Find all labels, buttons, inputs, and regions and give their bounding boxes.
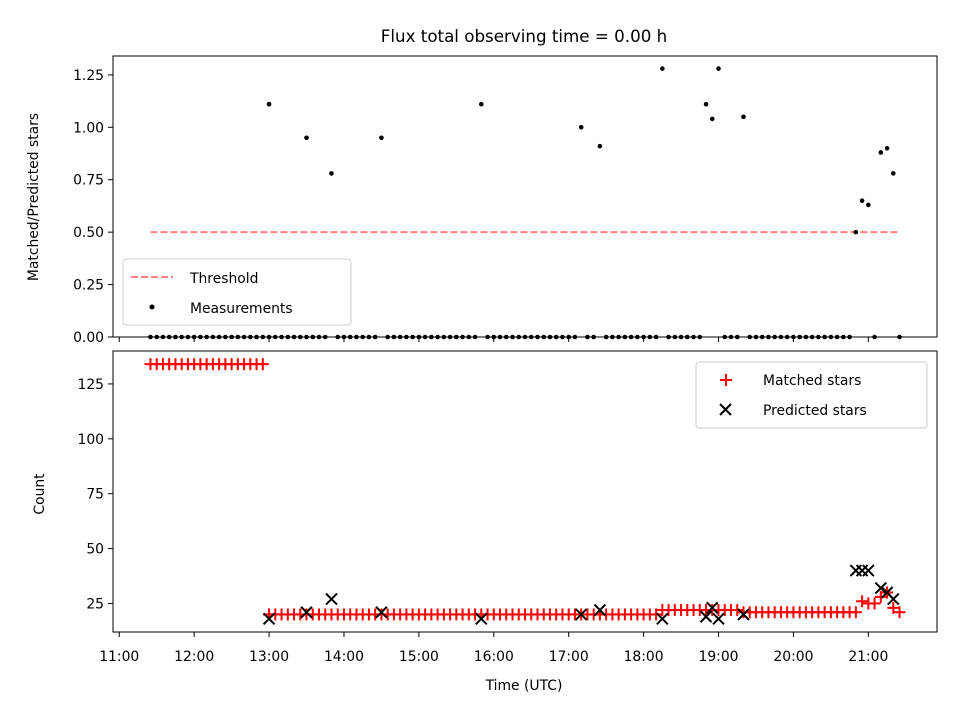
predicted-legend-swatch (719, 403, 732, 416)
time-x-tick-label: 17:00 (549, 649, 589, 665)
measurement-point (709, 116, 715, 122)
ratio-y-tick-label: 1.25 (73, 68, 104, 84)
time-x-tick-label: 21:00 (848, 649, 888, 665)
measurement-point (878, 150, 884, 155)
predicted-point (300, 606, 313, 619)
ratio-legend-box (122, 258, 352, 326)
measurement-point (479, 101, 484, 107)
ratio-panel: 0.00 0.25 0.50 0.75 1.00 1.25 Matched/Predict… (26, 55, 938, 346)
count-y-tick-label: 125 (77, 377, 104, 393)
predicted-point (737, 608, 750, 621)
threshold-legend-label: Threshold (189, 271, 258, 287)
time-x-tick-label: 12:00 (174, 649, 214, 665)
time-x-tick-label: 20:00 (773, 649, 813, 665)
ratio-x-ticks (118, 337, 869, 342)
chart-title: Flux total observing time = 0.00 h (381, 26, 667, 46)
predicted-point (887, 592, 900, 606)
predicted-point (706, 601, 719, 615)
time-x-tick-label: 19:00 (698, 649, 738, 665)
count-y-tick-label: 100 (77, 432, 104, 448)
predicted-point (325, 592, 338, 606)
measurement-point (578, 124, 584, 130)
matched-point (874, 590, 887, 603)
predicted-point (699, 610, 713, 623)
x-axis-label: Time (UTC) (485, 678, 563, 694)
predicted-point (712, 612, 725, 626)
ratio-y-tick-label: 1.00 (73, 120, 104, 136)
predicted-legend-label: Predicted stars (763, 403, 867, 419)
count-y-axis: 25 50 75 100 125 (77, 377, 113, 612)
ratio-y-tick-label: 0.75 (73, 173, 104, 189)
measurement-point (703, 101, 709, 107)
measurement-point (884, 145, 890, 151)
count-axes-frame (112, 350, 938, 633)
measurement-point (304, 135, 309, 141)
measurement-point (660, 66, 665, 71)
measurement-point (891, 171, 896, 176)
measurement-point (853, 229, 859, 235)
ratio-y-axis: 0.00 0.25 0.50 0.75 1.00 1.25 (73, 68, 113, 346)
count-y-axis-label: Count (32, 473, 48, 515)
measurement-point (379, 135, 384, 141)
matched-point (893, 606, 906, 619)
ratio-axes-frame (112, 55, 938, 338)
ratio-y-tick-label: 0.25 (73, 278, 104, 294)
time-x-tick-label: 18:00 (624, 649, 664, 665)
matched-point (849, 606, 862, 619)
predicted-point (874, 581, 888, 595)
matched-legend-label: Matched stars (763, 373, 861, 389)
measurement-point (266, 101, 272, 107)
time-x-tick-label: 14:00 (324, 649, 364, 665)
matched-legend-swatch (720, 374, 732, 386)
predicted-point (656, 612, 669, 626)
count-legend-box (695, 361, 928, 429)
count-y-tick-label: 50 (86, 542, 104, 558)
matched-point (868, 597, 881, 610)
measurement-point (716, 66, 721, 71)
measurement-point (866, 202, 871, 208)
ratio-y-axis-label: Matched/Predicted stars (26, 113, 42, 281)
matched-point (650, 608, 663, 621)
time-x-tick-label: 13:00 (249, 649, 289, 665)
predicted-point (475, 612, 488, 626)
time-x-tick-label: 16:00 (474, 649, 514, 665)
matched-point (887, 601, 900, 614)
ratio-y-tick-label: 0.50 (73, 225, 104, 241)
predicted-point (262, 612, 276, 626)
time-x-tick-label: 15:00 (399, 649, 439, 665)
predicted-point (574, 608, 588, 621)
count-panel: 25 50 75 100 125 11:00 12:00 13:00 14:00 15:00 16… (32, 350, 938, 694)
count-y-tick-label: 25 (86, 596, 104, 612)
measurement-point (741, 114, 746, 120)
ratio-legend: Threshold Measurements (122, 258, 352, 326)
count-legend: Matched stars Predicted stars (695, 361, 928, 429)
measurement-point (859, 198, 865, 203)
measurements-legend-swatch (149, 304, 155, 310)
matched-point (256, 358, 269, 371)
measurement-point (329, 171, 334, 176)
time-x-tick-label: 11:00 (99, 649, 139, 665)
measurements-legend-label: Measurements (190, 301, 293, 317)
time-x-axis: 11:00 12:00 13:00 14:00 15:00 16:00 17:00 18:00… (99, 632, 888, 665)
predicted-point (375, 606, 388, 619)
count-marks (144, 358, 906, 626)
predicted-point (862, 564, 875, 577)
count-y-tick-label: 75 (86, 487, 104, 503)
measurement-point (597, 143, 603, 149)
matched-point (731, 604, 744, 617)
ratio-y-tick-label: 0.00 (73, 330, 104, 346)
matched-point (856, 595, 869, 608)
predicted-point (593, 603, 607, 617)
